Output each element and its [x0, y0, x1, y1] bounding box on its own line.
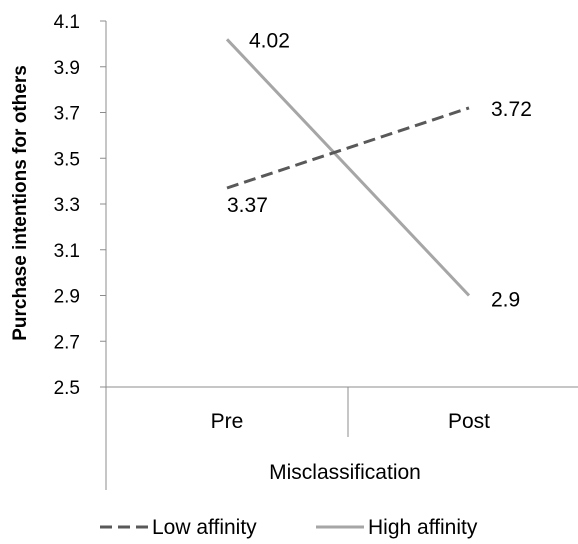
- y-tick-label: 3.3: [54, 195, 80, 216]
- y-axis-label: Purchase intentions for others: [10, 65, 31, 341]
- series-line: [226, 106, 470, 190]
- x-tick-label: Post: [448, 410, 490, 433]
- y-tick-labels: 2.5 2.7 2.9 3.1 3.3 3.5 3.7 3.9 4.1: [54, 12, 80, 399]
- y-tick-label: 2.7: [54, 332, 80, 353]
- y-tick-label: 3.5: [54, 149, 80, 170]
- legend-label: Low affinity: [152, 516, 257, 539]
- y-tick-label: 2.9: [54, 287, 80, 308]
- series-lines: [225, 38, 471, 297]
- x-tick-labels: Pre Post: [211, 410, 491, 433]
- data-labels: 3.37 3.72 4.02 2.9: [227, 29, 532, 311]
- x-axis-label: Misclassification: [269, 461, 421, 484]
- y-tick-label: 3.9: [54, 58, 80, 79]
- y-tick-label: 3.7: [54, 104, 80, 125]
- series-line: [225, 38, 471, 297]
- legend-label: High affinity: [368, 516, 478, 539]
- y-tick-label: 2.5: [54, 378, 80, 399]
- data-label: 2.9: [491, 289, 520, 312]
- legend: Low affinity High affinity: [100, 516, 478, 539]
- data-label: 4.02: [249, 29, 290, 52]
- y-tick-label: 3.1: [54, 241, 80, 262]
- data-label: 3.72: [491, 98, 532, 121]
- axes: [100, 20, 578, 490]
- data-label: 3.37: [227, 194, 268, 217]
- y-tick-label: 4.1: [54, 12, 80, 33]
- x-tick-label: Pre: [211, 410, 244, 433]
